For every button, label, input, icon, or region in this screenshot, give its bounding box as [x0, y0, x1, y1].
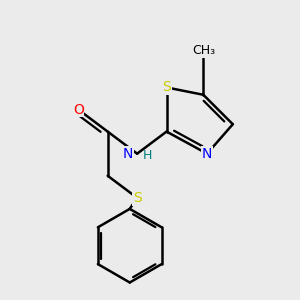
Text: S: S	[133, 191, 142, 205]
Text: CH₃: CH₃	[192, 44, 215, 57]
Text: O: O	[73, 103, 84, 116]
Text: N: N	[123, 147, 134, 161]
Text: H: H	[142, 149, 152, 162]
Text: S: S	[162, 80, 171, 94]
Text: N: N	[202, 147, 212, 161]
